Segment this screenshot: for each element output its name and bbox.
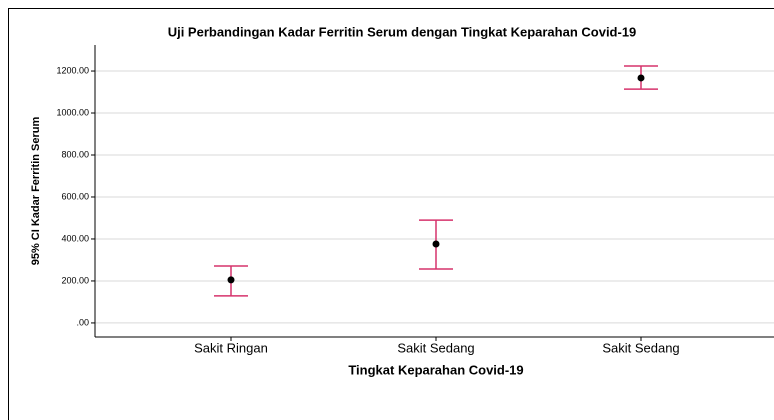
y-tick-label: 800.00 [61,149,89,159]
y-tick-label: 1200.00 [56,65,89,75]
y-axis-label: 95% CI Kadar Ferritin Serum [30,117,42,266]
y-tick-label: 400.00 [61,233,89,243]
frame [8,8,774,420]
y-tick-label: 1000.00 [56,107,89,117]
y-tick-label: .00 [76,317,89,327]
chart-title: Uji Perbandingan Kadar Ferritin Serum de… [168,24,637,39]
mean-marker [432,240,440,248]
mean-marker [227,276,235,284]
y-tick-label: 200.00 [61,275,89,285]
x-tick-label: Sakit Sedang [397,340,474,355]
x-tick-label: Sakit Sedang [602,340,679,355]
x-tick-label: Sakit Ringan [194,340,268,355]
x-axis-label: Tingkat Keparahan Covid-19 [348,362,523,377]
mean-marker [637,74,645,82]
y-tick-label: 600.00 [61,191,89,201]
